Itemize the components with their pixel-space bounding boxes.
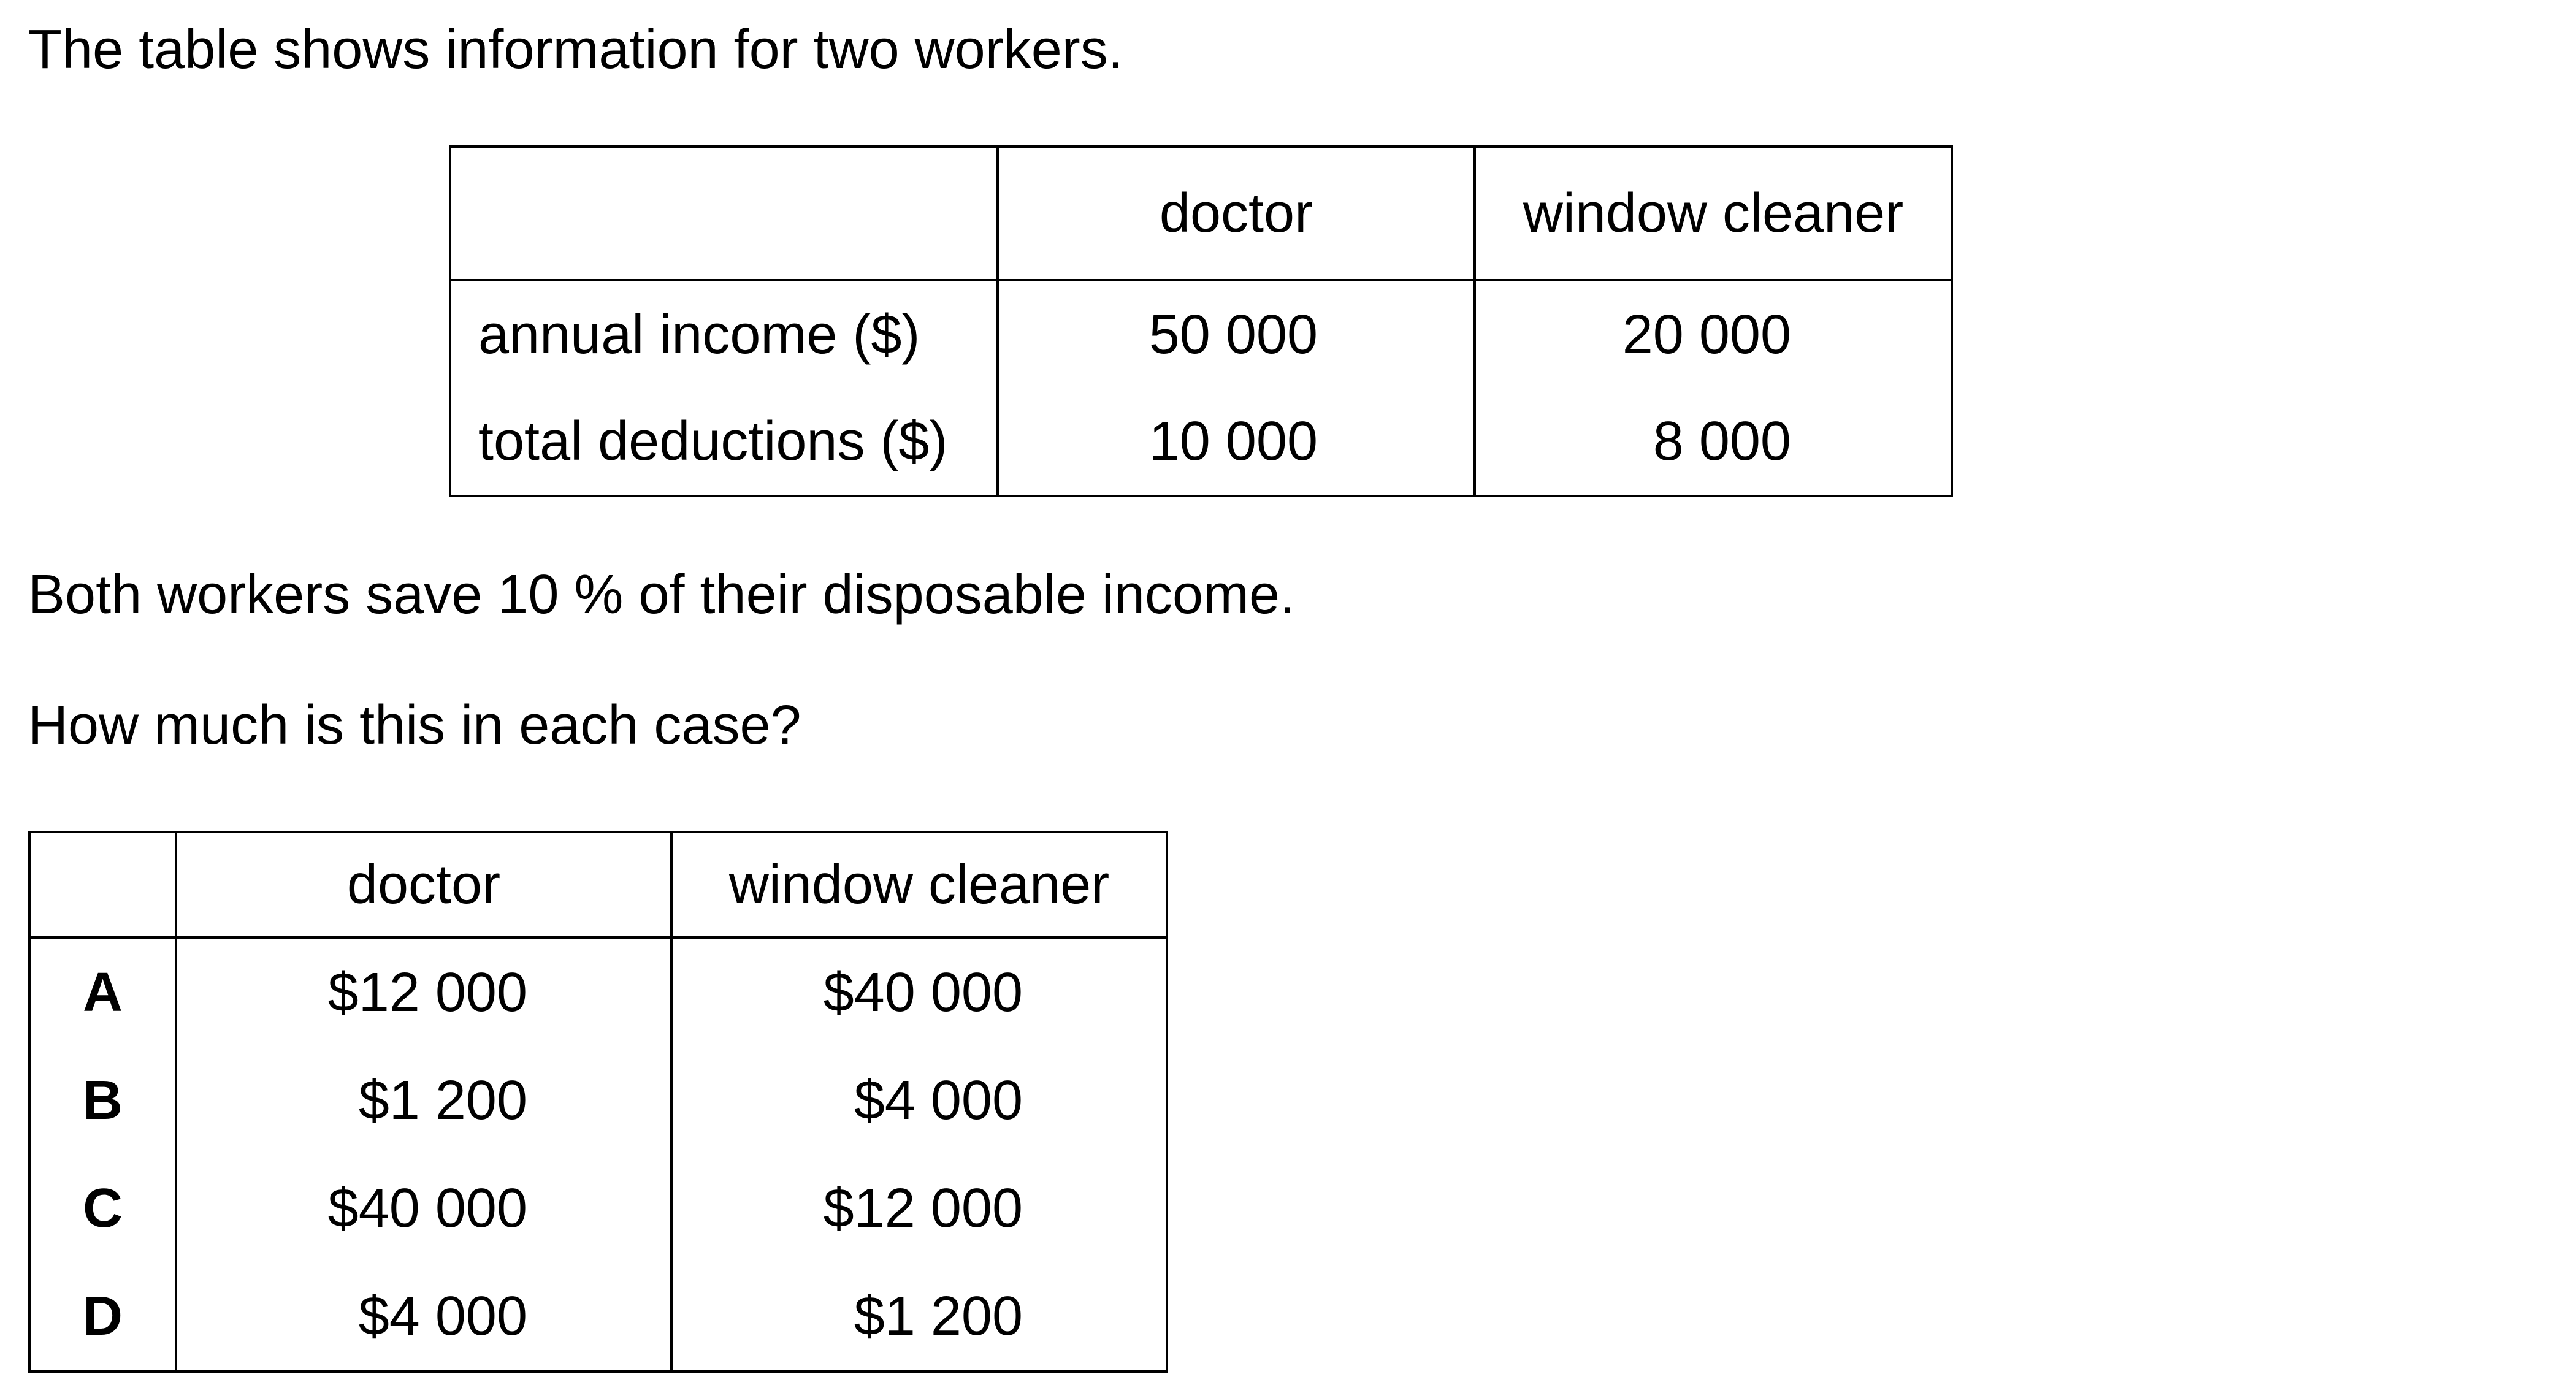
options-header-doctor: doctor: [175, 831, 673, 939]
worker-info-table: doctor window cleaner annual income ($) …: [449, 145, 1953, 497]
row-label: annual income ($): [449, 279, 999, 388]
option-row-b[interactable]: B $1 200 $4 000: [28, 1047, 1168, 1155]
info-row-total-deductions: total deductions ($) 10 000 8 000: [449, 388, 1953, 497]
options-header-blank: [28, 831, 177, 939]
option-letter: B: [28, 1047, 177, 1155]
answer-options-table: doctor window cleaner A $12 000 $40 000 …: [28, 831, 1168, 1373]
window-cleaner-amount: $40 000: [670, 936, 1168, 1047]
option-letter: D: [28, 1262, 177, 1373]
option-row-c[interactable]: C $40 000 $12 000: [28, 1155, 1168, 1262]
doctor-amount: $4 000: [175, 1262, 673, 1373]
row-label: total deductions ($): [449, 388, 999, 497]
doctor-amount: $1 200: [175, 1047, 673, 1155]
window-cleaner-value: 20 000: [1473, 279, 1953, 388]
option-row-d[interactable]: D $4 000 $1 200: [28, 1262, 1168, 1373]
info-table-header-row: doctor window cleaner: [449, 145, 1953, 281]
option-letter: A: [28, 936, 177, 1047]
info-header-window-cleaner: window cleaner: [1473, 145, 1953, 281]
option-letter: C: [28, 1155, 177, 1262]
window-cleaner-amount: $4 000: [670, 1047, 1168, 1155]
intro-text: The table shows information for two work…: [28, 19, 1123, 80]
window-cleaner-amount: $1 200: [670, 1262, 1168, 1373]
doctor-amount: $40 000: [175, 1155, 673, 1262]
doctor-amount: $12 000: [175, 936, 673, 1047]
doctor-value: 10 000: [996, 388, 1476, 497]
info-header-doctor: doctor: [996, 145, 1476, 281]
window-cleaner-amount: $12 000: [670, 1155, 1168, 1262]
doctor-value: 50 000: [996, 279, 1476, 388]
options-table-header-row: doctor window cleaner: [28, 831, 1168, 939]
statement-text: Both workers save 10 % of their disposab…: [28, 564, 1296, 625]
window-cleaner-value: 8 000: [1473, 388, 1953, 497]
option-row-a[interactable]: A $12 000 $40 000: [28, 936, 1168, 1047]
info-header-blank: [449, 145, 999, 281]
options-header-window-cleaner: window cleaner: [670, 831, 1168, 939]
info-row-annual-income: annual income ($) 50 000 20 000: [449, 279, 1953, 388]
question-text: How much is this in each case?: [28, 695, 801, 756]
